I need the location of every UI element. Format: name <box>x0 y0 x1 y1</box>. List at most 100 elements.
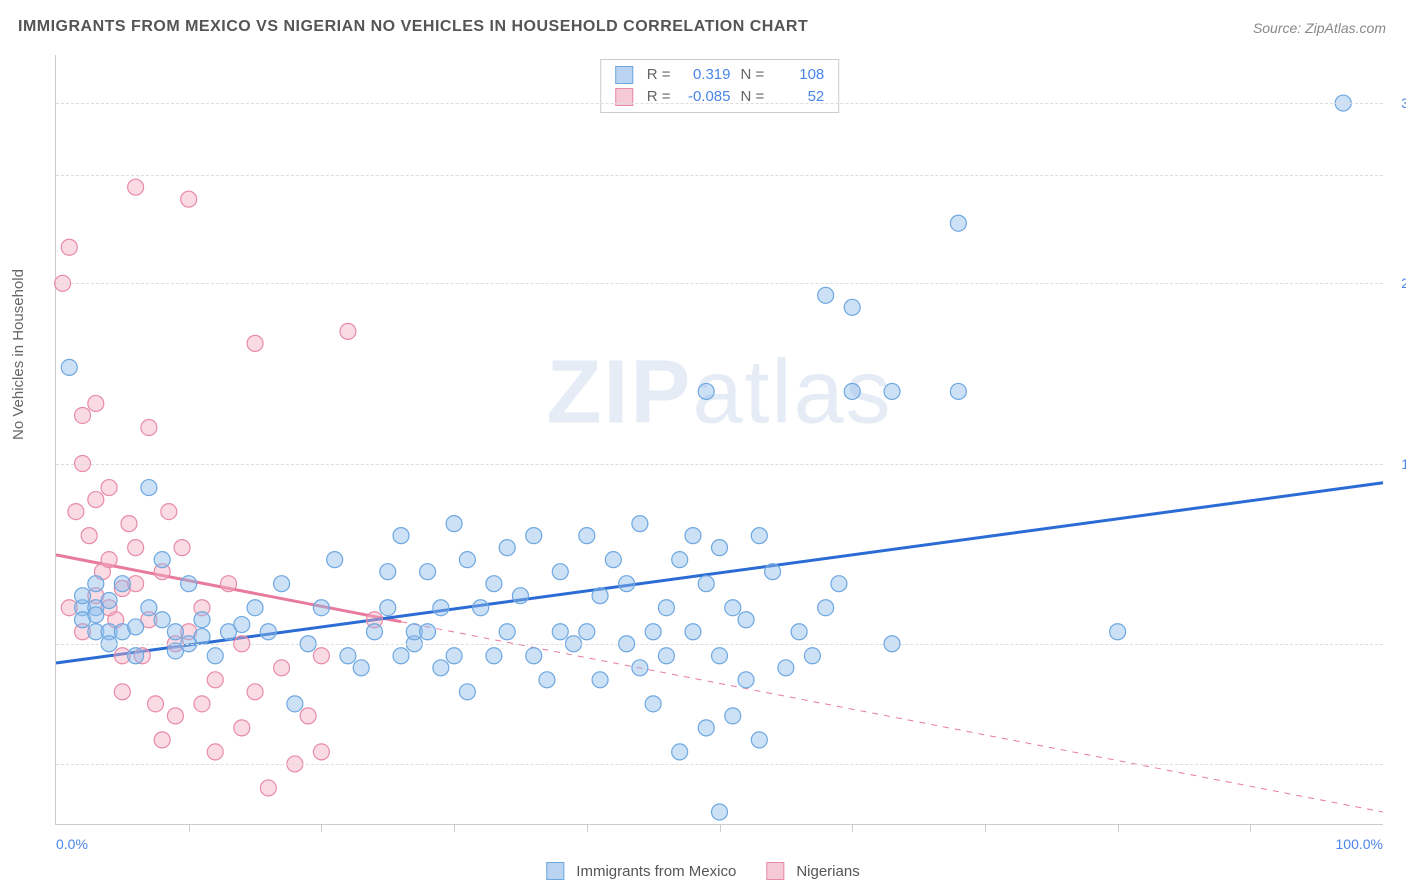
scatter-point <box>121 516 137 532</box>
scatter-point <box>234 617 250 633</box>
scatter-point <box>592 588 608 604</box>
scatter-point <box>473 600 489 616</box>
scatter-point <box>433 600 449 616</box>
scatter-point <box>672 552 688 568</box>
scatter-point <box>154 552 170 568</box>
scatter-point <box>274 660 290 676</box>
scatter-point <box>81 528 97 544</box>
scatter-point <box>194 629 210 645</box>
scatter-point <box>114 684 130 700</box>
ytick-label: 15.0% <box>1401 456 1406 472</box>
scatter-point <box>459 684 475 700</box>
scatter-point <box>287 696 303 712</box>
xtick-label: 0.0% <box>56 836 88 852</box>
source-label: Source: ZipAtlas.com <box>1253 20 1386 36</box>
scatter-point <box>393 528 409 544</box>
scatter-point <box>61 239 77 255</box>
scatter-point <box>340 648 356 664</box>
scatter-point <box>154 732 170 748</box>
scatter-point <box>765 564 781 580</box>
xtick <box>454 824 455 832</box>
gridline-h <box>56 764 1383 765</box>
xtick <box>720 824 721 832</box>
scatter-point <box>181 191 197 207</box>
xtick <box>985 824 986 832</box>
scatter-point <box>698 383 714 399</box>
scatter-point <box>194 696 210 712</box>
gridline-h <box>56 283 1383 284</box>
gridline-h <box>56 464 1383 465</box>
scatter-point <box>353 660 369 676</box>
scatter-point <box>313 648 329 664</box>
scatter-point <box>380 600 396 616</box>
scatter-point <box>645 696 661 712</box>
scatter-point <box>274 576 290 592</box>
scatter-point <box>88 395 104 411</box>
xtick <box>587 824 588 832</box>
scatter-point <box>658 600 674 616</box>
scatter-point <box>313 744 329 760</box>
scatter-point <box>313 600 329 616</box>
scatter-point <box>605 552 621 568</box>
r-label: R = <box>647 64 671 86</box>
scatter-point <box>141 419 157 435</box>
stats-row-pink: R = -0.085 N = 52 <box>615 86 825 108</box>
scatter-point <box>844 299 860 315</box>
scatter-point <box>685 528 701 544</box>
swatch-blue <box>546 862 564 880</box>
scatter-point <box>778 660 794 676</box>
scatter-point <box>234 720 250 736</box>
r-value-blue: 0.319 <box>681 64 731 86</box>
legend-item-blue: Immigrants from Mexico <box>546 862 736 880</box>
scatter-point <box>141 480 157 496</box>
scatter-point <box>181 576 197 592</box>
chart-title: IMMIGRANTS FROM MEXICO VS NIGERIAN NO VE… <box>18 18 808 36</box>
scatter-point <box>592 672 608 688</box>
scatter-point <box>161 504 177 520</box>
legend-label-blue: Immigrants from Mexico <box>576 863 736 880</box>
scatter-point <box>148 696 164 712</box>
plot-area: ZIPatlas R = 0.319 N = 108 R = -0.085 N … <box>55 55 1383 825</box>
scatter-point <box>247 335 263 351</box>
scatter-point <box>751 732 767 748</box>
scatter-point <box>88 576 104 592</box>
scatter-point <box>446 516 462 532</box>
scatter-point <box>712 648 728 664</box>
scatter-point <box>579 528 595 544</box>
scatter-point <box>712 804 728 820</box>
gridline-h <box>56 103 1383 104</box>
scatter-point <box>698 720 714 736</box>
scatter-point <box>486 576 502 592</box>
scatter-point <box>844 383 860 399</box>
scatter-point <box>1110 624 1126 640</box>
scatter-point <box>672 744 688 760</box>
scatter-point <box>738 672 754 688</box>
scatter-point <box>247 684 263 700</box>
scatter-point <box>804 648 820 664</box>
scatter-point <box>207 744 223 760</box>
scatter-point <box>579 624 595 640</box>
legend-item-pink: Nigerians <box>766 862 859 880</box>
scatter-point <box>526 648 542 664</box>
scatter-point <box>831 576 847 592</box>
scatter-point <box>645 624 661 640</box>
xtick <box>321 824 322 832</box>
scatter-point <box>552 564 568 580</box>
scatter-point <box>552 624 568 640</box>
xtick <box>1118 824 1119 832</box>
scatter-point <box>725 708 741 724</box>
scatter-point <box>725 600 741 616</box>
scatter-point <box>526 528 542 544</box>
scatter-point <box>300 708 316 724</box>
scatter-point <box>128 648 144 664</box>
scatter-point <box>174 540 190 556</box>
gridline-h <box>56 644 1383 645</box>
scatter-point <box>818 600 834 616</box>
scatter-point <box>950 215 966 231</box>
scatter-point <box>658 648 674 664</box>
scatter-point <box>380 564 396 580</box>
n-value-pink: 52 <box>774 86 824 108</box>
scatter-point <box>128 619 144 635</box>
scatter-point <box>68 504 84 520</box>
scatter-point <box>512 588 528 604</box>
